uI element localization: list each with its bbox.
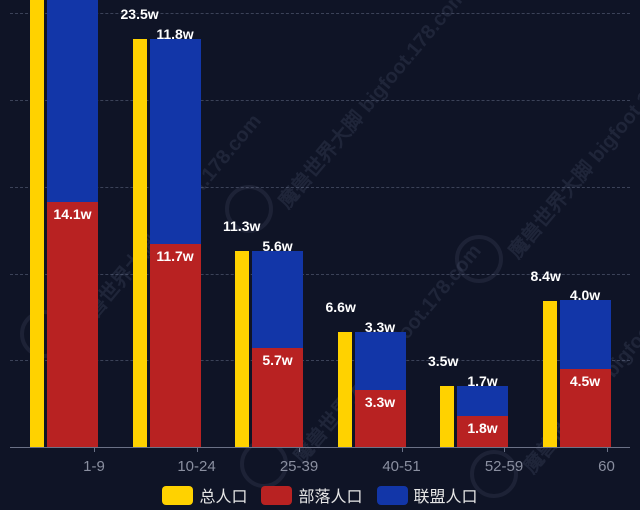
bar-alliance[interactable] bbox=[47, 0, 98, 203]
legend: 总人口 部落人口 联盟人口 bbox=[0, 483, 640, 507]
x-tick bbox=[606, 447, 608, 452]
legend-label-total: 总人口 bbox=[199, 489, 248, 506]
legend-swatch-horde bbox=[261, 485, 293, 505]
label-horde: 5.7w bbox=[262, 352, 293, 369]
x-axis-line bbox=[10, 447, 630, 448]
watermark-text: 魔兽世界大脚 bigfoot.178.com bbox=[274, 0, 471, 213]
label-alliance: 11.8w bbox=[156, 26, 194, 43]
label-total: 6.6w bbox=[325, 299, 356, 316]
gridline bbox=[10, 100, 630, 101]
bar-total[interactable] bbox=[440, 386, 454, 447]
x-tick-label: 60 bbox=[598, 458, 615, 475]
bar-horde[interactable] bbox=[559, 368, 611, 447]
x-tick bbox=[401, 447, 403, 452]
x-tick bbox=[299, 447, 300, 452]
watermark-text: 魔兽世界大脚 bigfoot.178.com bbox=[504, 35, 640, 263]
legend-label-alliance: 联盟人口 bbox=[413, 489, 478, 506]
x-tick bbox=[504, 447, 505, 452]
x-tick-label: 52-59 bbox=[484, 458, 524, 475]
label-total: 3.5w bbox=[428, 353, 459, 370]
watermark-paw-icon bbox=[225, 185, 273, 233]
legend-swatch-alliance bbox=[376, 485, 408, 505]
bar-horde[interactable] bbox=[47, 202, 98, 447]
bar-total[interactable] bbox=[132, 39, 147, 447]
label-total: 23.5w bbox=[120, 6, 159, 23]
legend-label-horde: 部落人口 bbox=[298, 489, 363, 506]
label-horde: 3.3w bbox=[364, 393, 396, 410]
x-tick bbox=[94, 447, 95, 452]
bar-alliance[interactable] bbox=[252, 250, 303, 349]
label-horde: 11.7w bbox=[156, 248, 194, 264]
bar-alliance[interactable] bbox=[354, 332, 406, 390]
bar-total[interactable] bbox=[30, 0, 44, 447]
x-tick-label: 1-9 bbox=[83, 458, 105, 475]
label-total: 8.4w bbox=[530, 268, 561, 285]
bar-alliance[interactable] bbox=[457, 386, 508, 416]
bar-horde[interactable] bbox=[252, 348, 303, 447]
label-horde: 4.5w bbox=[569, 372, 601, 389]
label-alliance: 3.3w bbox=[364, 319, 396, 336]
bar-alliance[interactable] bbox=[559, 299, 611, 369]
x-tick-label: 40-51 bbox=[382, 458, 421, 475]
bar-total[interactable] bbox=[235, 250, 249, 447]
x-tick bbox=[196, 447, 198, 452]
label-alliance: 4.0w bbox=[569, 286, 601, 303]
watermark-paw-icon bbox=[470, 450, 518, 498]
legend-item-total[interactable]: 总人口 bbox=[162, 483, 247, 507]
label-horde: 1.8w bbox=[467, 419, 498, 436]
legend-item-alliance[interactable]: 联盟人口 bbox=[376, 483, 478, 507]
bar-horde[interactable] bbox=[149, 244, 201, 447]
label-alliance: 1.7w bbox=[467, 373, 498, 390]
label-total: 11.3w bbox=[223, 217, 261, 234]
legend-swatch-total bbox=[162, 485, 194, 505]
x-tick-label: 10-24 bbox=[177, 458, 216, 475]
bar-horde[interactable] bbox=[354, 389, 406, 447]
x-tick-label: 25-39 bbox=[279, 458, 319, 475]
gridline bbox=[10, 360, 630, 361]
gridline bbox=[10, 274, 630, 275]
gridline bbox=[10, 13, 630, 14]
watermark-paw-icon bbox=[455, 235, 503, 283]
legend-item-horde[interactable]: 部落人口 bbox=[261, 483, 363, 507]
bar-alliance[interactable] bbox=[149, 39, 201, 244]
bar-total[interactable] bbox=[542, 301, 557, 447]
bar-horde[interactable] bbox=[457, 415, 508, 447]
label-horde: 14.1w bbox=[53, 206, 92, 223]
bar-total[interactable] bbox=[337, 332, 352, 447]
gridline bbox=[10, 187, 630, 188]
label-alliance: 5.6w bbox=[262, 237, 293, 254]
